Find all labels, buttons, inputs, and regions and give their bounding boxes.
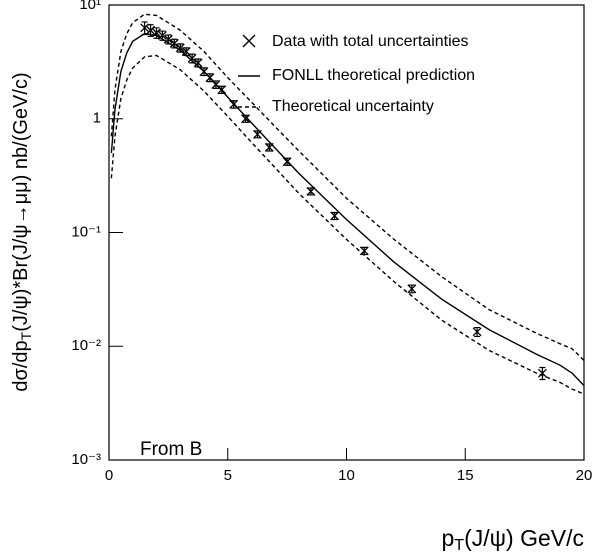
data-point (264, 142, 274, 152)
x-label-sub: T (454, 537, 464, 554)
x-label-rest: (J/ψ) GeV/c (464, 525, 584, 551)
y-tick-label: 10⁻² (71, 337, 101, 354)
prediction-line (110, 32, 585, 387)
x-label-main: p (442, 525, 455, 551)
legend-label: Data with total uncertainties (272, 33, 469, 50)
x-tick-label: 10 (338, 467, 355, 484)
x-tick-label: 15 (457, 467, 474, 484)
legend-marker (242, 34, 256, 48)
legend-label: FONLL theoretical prediction (272, 67, 475, 84)
data-point (175, 43, 185, 53)
data-point (330, 211, 340, 221)
data-point (205, 73, 215, 83)
y-tick-label: 10⁻³ (71, 451, 101, 468)
data-point (359, 246, 369, 256)
data-point (169, 38, 179, 48)
x-tick-label: 20 (576, 467, 593, 484)
data-point (241, 114, 251, 124)
x-tick-label: 0 (105, 467, 113, 484)
data-point (407, 284, 417, 294)
data-point (152, 28, 161, 38)
x-axis-label: pT(J/ψ) GeV/c (442, 525, 585, 554)
y-tick-label: 10⁻¹ (71, 223, 101, 240)
data-point (252, 129, 262, 139)
data-point (229, 99, 239, 109)
data-point (163, 34, 173, 44)
data-point (146, 25, 156, 35)
y-tick-label: 1 (93, 110, 101, 127)
data-point (187, 53, 197, 63)
data-point (306, 186, 316, 196)
legend-label: Theoretical uncertainty (272, 98, 434, 115)
data-point (157, 30, 167, 40)
data-point (537, 368, 547, 378)
data-point (217, 85, 227, 95)
data-point (472, 327, 482, 337)
y-axis-label: dσ/dpT(J/ψ)*Br(J/ψ→μμ) nb/(GeV/c) (10, 72, 33, 391)
data-point (140, 23, 150, 33)
y-label-main: dσ/dp (10, 340, 32, 391)
annotation: From B (140, 439, 202, 460)
y-label-rest: (J/ψ)*Br(J/ψ→μμ) nb/(GeV/c) (10, 72, 32, 331)
data-point (282, 157, 292, 167)
data-point (193, 58, 203, 68)
y-label-sub: T (18, 331, 34, 340)
x-tick-label: 5 (224, 467, 232, 484)
uncertainty-upper (110, 13, 585, 361)
y-tick-label: 10¹ (79, 0, 101, 13)
